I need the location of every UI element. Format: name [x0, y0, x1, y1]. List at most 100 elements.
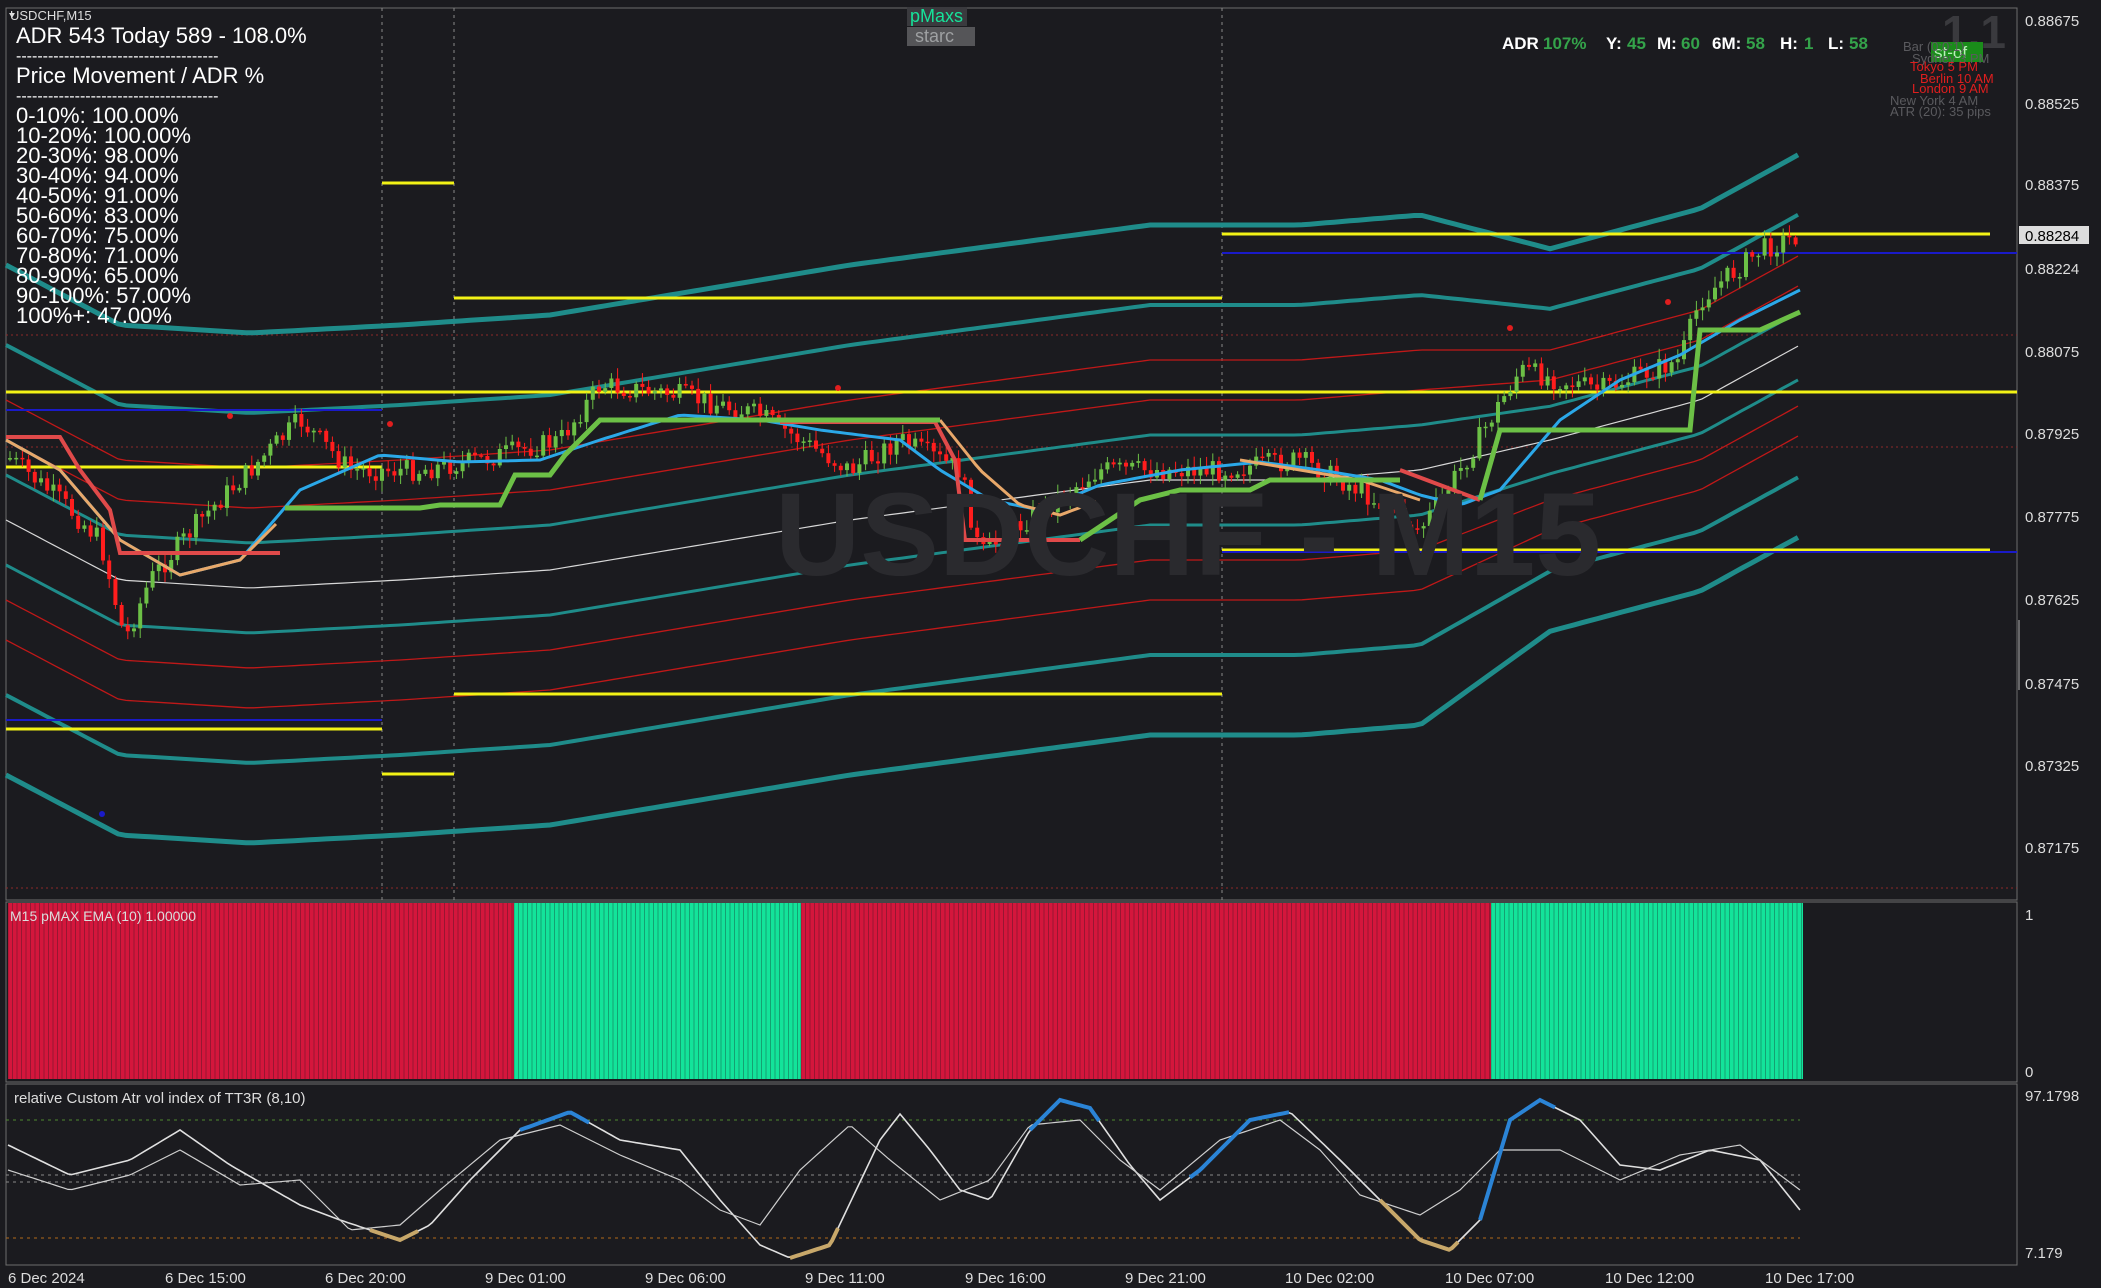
- candle-body: [262, 455, 267, 462]
- candle-body: [1223, 475, 1228, 481]
- candle-body: [70, 499, 74, 516]
- adr-row: 30-40%: 94.00%: [16, 163, 179, 188]
- adr-row: 10-20%: 100.00%: [16, 123, 191, 148]
- candle-body: [838, 465, 843, 471]
- candle-body: [578, 422, 583, 424]
- pmax-histogram: [7, 903, 1803, 1079]
- candle-body: [1093, 479, 1097, 482]
- candle-body: [1266, 453, 1271, 457]
- candle-body: [1700, 307, 1705, 311]
- candle-body: [318, 430, 322, 433]
- candle-body: [101, 527, 105, 561]
- band-line: [5, 435, 1799, 709]
- candle-body: [1545, 376, 1550, 386]
- candle-body: [1297, 452, 1302, 458]
- candle-body: [1477, 427, 1482, 459]
- candle-body: [541, 435, 546, 456]
- pmaxs-button[interactable]: pMaxs: [907, 6, 967, 26]
- candle-body: [1502, 396, 1507, 403]
- candle-body: [181, 533, 186, 537]
- main-panel-frame: [5, 7, 2018, 901]
- pmax-scale-top: 1: [2025, 907, 2033, 924]
- candle-body: [1669, 362, 1674, 373]
- signal-dot: [835, 385, 841, 391]
- pmax-red-line: [1399, 468, 1481, 502]
- candle-body: [962, 477, 967, 480]
- candle-body: [218, 504, 223, 508]
- candle-body: [342, 456, 347, 468]
- signal-dot: [1665, 299, 1671, 305]
- candle-body: [113, 579, 118, 605]
- candle-body: [913, 438, 918, 447]
- adr-row: 60-70%: 75.00%: [16, 223, 179, 248]
- candle-body: [1725, 267, 1730, 282]
- candle-body: [826, 453, 831, 464]
- candlesticks[interactable]: [8, 225, 1798, 640]
- candle-body: [1359, 482, 1364, 494]
- candle-body: [1551, 376, 1556, 390]
- adr-row: 100%+: 47.00%: [16, 303, 172, 328]
- price-axis[interactable]: 0.88675 0.88525 0.88375 0.88224 0.88075 …: [2025, 13, 2079, 857]
- candle-body: [1130, 462, 1135, 467]
- candle-body: [1341, 480, 1345, 491]
- candle-body: [1347, 484, 1352, 491]
- price-tick: 0.88224: [2025, 261, 2079, 278]
- candle-body: [1372, 503, 1376, 505]
- signal-dot: [1507, 325, 1513, 331]
- candle-body: [175, 536, 180, 561]
- session-badge-label: st-of: [1934, 43, 1967, 62]
- candle-body: [925, 441, 930, 444]
- time-axis[interactable]: 6 Dec 2024 6 Dec 15:00 6 Dec 20:00 9 Dec…: [8, 1270, 1854, 1287]
- candle-body: [20, 457, 25, 460]
- adr-separator: --------------------------------------: [16, 48, 218, 65]
- time-tick: 10 Dec 02:00: [1285, 1270, 1374, 1287]
- candle-body: [1440, 494, 1445, 498]
- candle-body: [45, 478, 50, 491]
- candle-body: [1204, 467, 1209, 475]
- starc-button[interactable]: starc: [907, 26, 975, 46]
- candle-body: [1167, 469, 1172, 479]
- candle-body: [144, 587, 149, 604]
- y-stat-label: Y:: [1606, 34, 1622, 53]
- atr-low-highlight: [789, 1227, 840, 1260]
- candle-body: [764, 410, 769, 416]
- candle-body: [1000, 544, 1004, 549]
- l-stat-value: 58: [1849, 34, 1868, 53]
- time-tick: 9 Dec 11:00: [805, 1270, 885, 1287]
- time-tick: 10 Dec 07:00: [1445, 1270, 1534, 1287]
- candle-body: [1489, 422, 1494, 427]
- atr-high-highlight: [1028, 1097, 1101, 1132]
- candle-body: [1483, 426, 1488, 429]
- fast-ma-segment: [1239, 458, 1421, 502]
- candle-body: [745, 406, 750, 415]
- candle-body: [975, 527, 980, 538]
- adr-separator-2: --------------------------------------: [16, 88, 218, 105]
- candle-body: [1465, 467, 1469, 470]
- candle-body: [696, 388, 701, 404]
- candle-body: [76, 515, 81, 529]
- candle-body: [268, 443, 273, 456]
- session-london: London 9 AM: [1912, 81, 1989, 96]
- candle-body: [1657, 359, 1662, 379]
- candle-body: [225, 485, 229, 508]
- candle-body: [1688, 318, 1693, 341]
- l-stat-label: L:: [1828, 34, 1844, 53]
- candle-body: [1272, 453, 1277, 455]
- candle-body: [1514, 376, 1519, 392]
- candle-body: [1229, 475, 1234, 478]
- menu-triangle-icon[interactable]: [9, 13, 15, 18]
- time-tick: 9 Dec 06:00: [645, 1270, 726, 1287]
- candle-body: [683, 384, 688, 386]
- band-line: [4, 152, 1800, 336]
- candle-body: [690, 385, 694, 389]
- adr-row: 40-50%: 91.00%: [16, 183, 179, 208]
- candle-body: [1105, 462, 1110, 470]
- candle-body: [1217, 461, 1221, 481]
- candle-body: [888, 443, 893, 455]
- candle-body: [479, 455, 484, 457]
- candle-body: [57, 484, 62, 492]
- candle-body: [1558, 389, 1562, 391]
- watermark: USDCHF - M15: [775, 469, 1601, 601]
- candle-body: [1452, 470, 1457, 491]
